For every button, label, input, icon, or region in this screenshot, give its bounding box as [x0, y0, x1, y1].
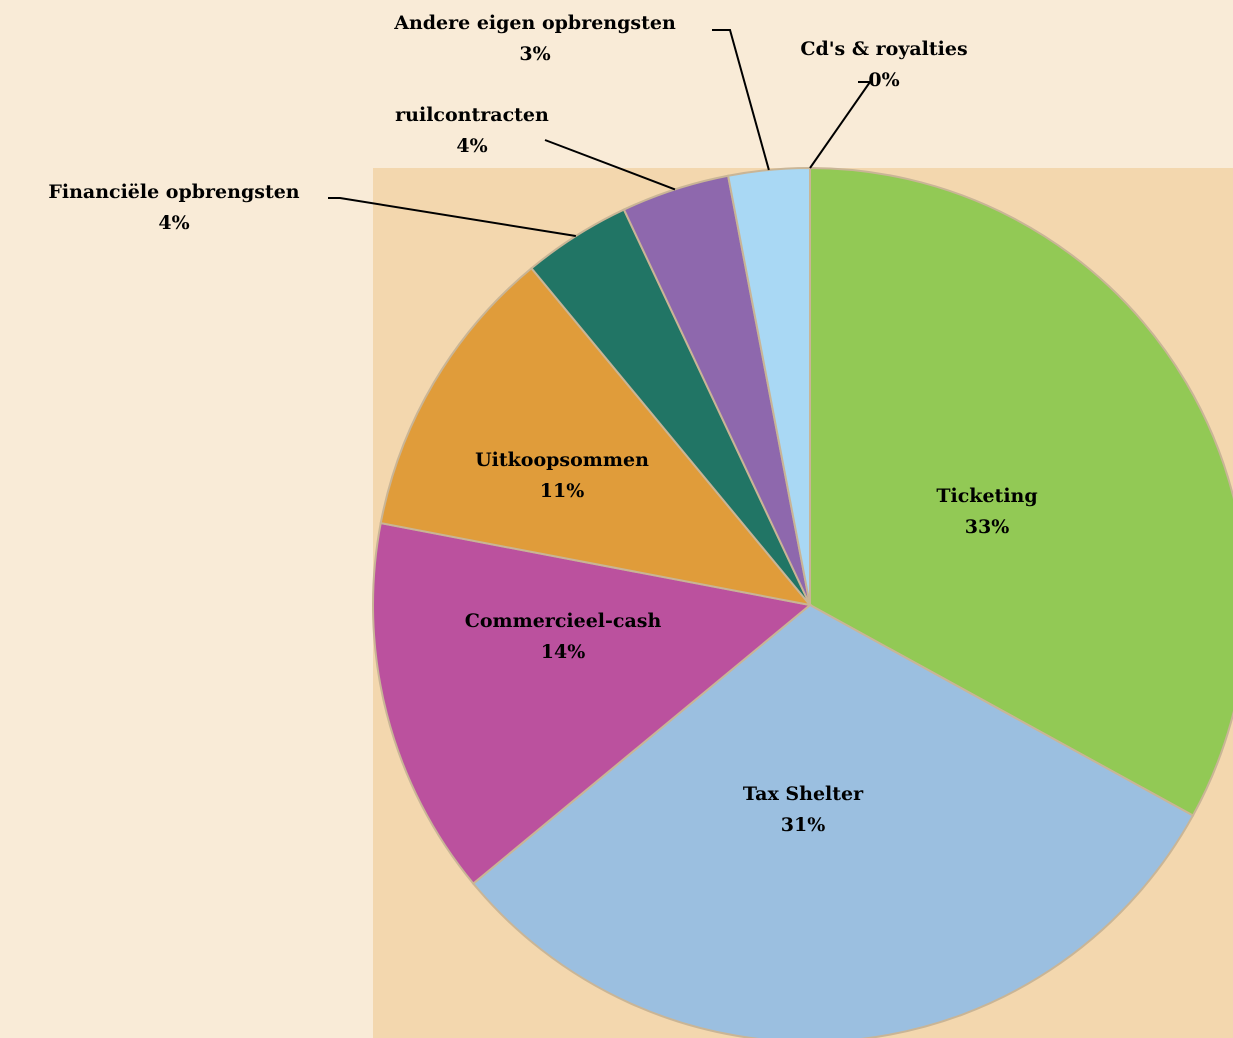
slice-value-label: 14%: [541, 641, 586, 663]
slice-value-label: 31%: [781, 814, 826, 836]
slice-label: ruilcontracten: [395, 104, 549, 126]
slice-label: Andere eigen opbrengsten: [393, 12, 676, 34]
slice-value-label: 33%: [965, 516, 1010, 538]
pie-slice: [372, 521, 813, 885]
slice-value-label: 3%: [519, 43, 550, 65]
slice-label: Commercieel-cash: [465, 610, 662, 632]
slice-value-label: 4%: [158, 212, 189, 234]
pie-slice: [809, 166, 1233, 817]
slice-label: Uitkoopsommen: [475, 449, 649, 471]
leader-line: [809, 81, 872, 169]
leader-line: [328, 197, 577, 238]
slice-label: Financiële opbrengsten: [48, 181, 299, 203]
slice-label: Cd's & royalties: [800, 38, 967, 60]
slice-label: Tax Shelter: [743, 783, 864, 805]
pie-slice: [379, 266, 813, 607]
leader-line: [544, 139, 676, 191]
leader-line: [712, 29, 770, 171]
pie-slice: [471, 603, 1195, 1038]
slice-value-label: 11%: [540, 480, 585, 502]
slice-value-label: 0%: [868, 69, 899, 91]
slice-label: Ticketing: [936, 485, 1037, 507]
slice-value-label: 4%: [456, 135, 487, 157]
